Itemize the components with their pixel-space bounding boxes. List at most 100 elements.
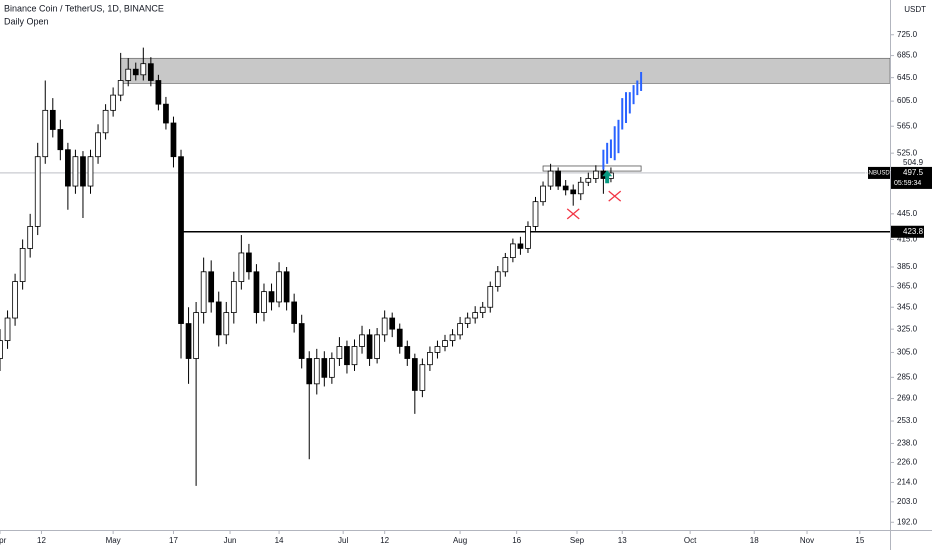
- x-tick-label: Jun: [224, 536, 237, 545]
- candle-body: [381, 317, 388, 336]
- candle-body: [570, 189, 577, 195]
- candle-body: [298, 323, 305, 359]
- y-tick-label: 645.0: [897, 73, 918, 82]
- candle-body: [19, 248, 26, 282]
- candle-body: [359, 334, 365, 347]
- candle-body: [72, 156, 79, 187]
- range-box: [542, 165, 642, 172]
- candle-body: [313, 358, 320, 385]
- candle-body: [65, 149, 71, 187]
- y-tick-label: 345.0: [897, 302, 918, 311]
- y-tick-label: 285.0: [897, 372, 918, 381]
- x-tick-label: Nov: [800, 536, 814, 545]
- y-tick-label: 192.0: [897, 517, 918, 526]
- candle-body: [510, 243, 516, 258]
- candle-body: [95, 132, 101, 158]
- x-tick-label: 12: [37, 536, 46, 545]
- candle-body: [0, 340, 3, 359]
- candle-body: [87, 156, 94, 187]
- x-tick-label: 13: [618, 536, 627, 545]
- y-tick-label: 325.0: [897, 324, 918, 333]
- candle-body: [147, 63, 154, 81]
- x-tick-label: Sep: [570, 536, 585, 545]
- candle-body: [117, 80, 124, 96]
- candle-body: [411, 358, 418, 391]
- candle-body: [200, 271, 207, 313]
- candle-body: [419, 364, 426, 391]
- candle-body: [457, 323, 463, 336]
- plot-area: [0, 47, 891, 486]
- candle-body: [547, 170, 554, 187]
- candle-body: [223, 312, 230, 336]
- x-tick-label: 12: [380, 536, 389, 545]
- candle-body: [306, 358, 313, 385]
- level-label-bg: [891, 225, 924, 238]
- y-tick-label: 365.0: [897, 282, 918, 291]
- y-tick-label: 269.0: [897, 394, 918, 403]
- candle-body: [155, 80, 162, 105]
- candle-body: [344, 346, 350, 366]
- x-tick-label: Jul: [338, 536, 348, 545]
- candle-body: [502, 257, 509, 273]
- candle-body: [80, 156, 86, 187]
- candle-body: [427, 352, 433, 366]
- y-tick-label: 385.0: [897, 262, 918, 271]
- candle-body: [517, 243, 524, 249]
- candle-body: [291, 301, 298, 324]
- y-tick-label: 226.0: [897, 458, 918, 467]
- y-tick-label: 305.0: [897, 348, 918, 357]
- y-tick-label: 203.0: [897, 497, 918, 506]
- candle-body: [329, 358, 335, 378]
- candle-body: [562, 185, 569, 191]
- candle-body: [140, 63, 147, 76]
- candle-body: [268, 291, 275, 303]
- candle-body: [351, 346, 358, 366]
- chart-title: Binance Coin / TetherUS, 1D, BINANCE: [4, 3, 164, 13]
- x-tick-label: 14: [275, 536, 284, 545]
- candle-body: [366, 334, 373, 359]
- symbol-label: BNBUSDT: [865, 170, 894, 176]
- candle-body: [525, 226, 531, 249]
- candle-body: [404, 346, 411, 359]
- y-tick-label: 214.0: [897, 478, 918, 487]
- x-tick-label: 18: [750, 536, 759, 545]
- candle-body: [170, 122, 177, 158]
- marker-cross: [566, 208, 580, 220]
- symbol-label-bg: [868, 166, 890, 179]
- candle-body: [577, 181, 584, 195]
- candle-body: [494, 271, 501, 287]
- candle-body: [178, 156, 184, 324]
- x-tick-label: 15: [855, 536, 864, 545]
- candle-body: [12, 281, 18, 319]
- countdown-label: 05:59:34: [894, 180, 921, 187]
- y-tick-label: 253.0: [897, 416, 918, 425]
- candle-body: [34, 156, 41, 227]
- candle-body: [540, 185, 546, 203]
- candle-body: [163, 103, 169, 124]
- candle-body: [57, 129, 64, 151]
- candle-body: [185, 323, 192, 359]
- candle-body: [238, 252, 245, 282]
- candle-body: [261, 291, 267, 313]
- box-price-label: 504.9: [903, 158, 924, 167]
- candle-body: [389, 317, 396, 330]
- marker-arrow: [602, 170, 613, 184]
- candle-body: [472, 312, 479, 319]
- candle-body: [215, 301, 222, 336]
- candle-body: [434, 346, 441, 353]
- x-tick-label: Aug: [453, 536, 467, 545]
- candle-body: [193, 312, 199, 359]
- marker-cross: [608, 190, 622, 202]
- x-tick-label: Oct: [684, 536, 697, 545]
- candle-body: [27, 226, 34, 249]
- candle-body: [532, 201, 539, 227]
- candle-body: [336, 346, 343, 359]
- last-price-label-bg: [891, 166, 932, 189]
- y-tick-label: 725.0: [897, 30, 918, 39]
- candle-body: [276, 271, 282, 303]
- candle-body: [246, 252, 252, 273]
- x-tick-label: May: [106, 536, 121, 545]
- y-tick-label: 565.0: [897, 121, 918, 130]
